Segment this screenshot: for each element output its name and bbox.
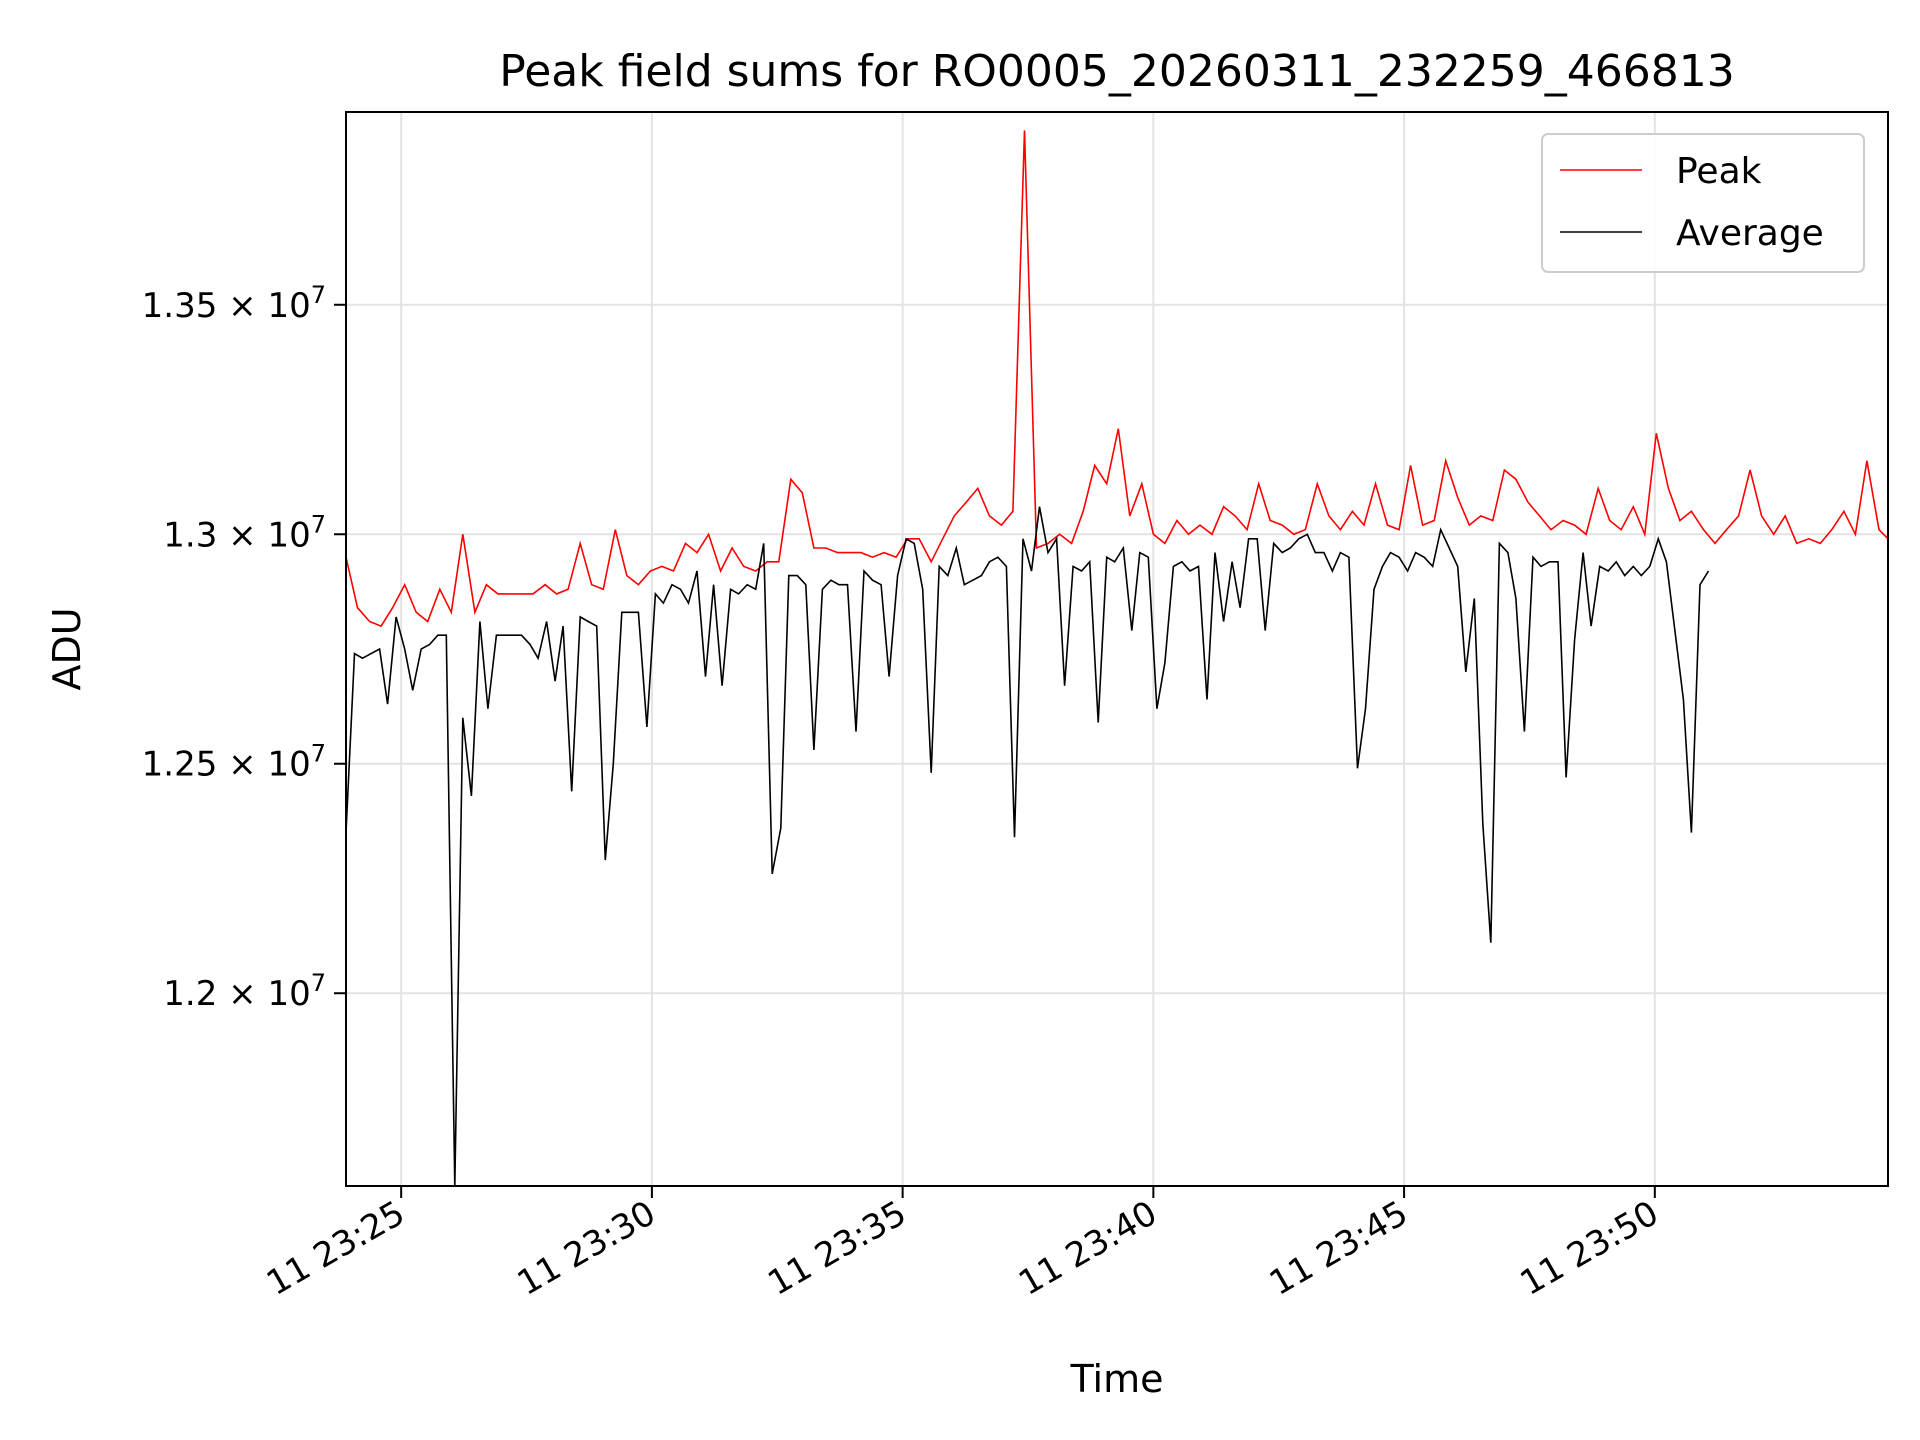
y-tick-label: 1.25 × 107: [142, 740, 326, 785]
plot-frame: [345, 111, 1889, 1187]
y-tick-mantissa: 1.35: [142, 286, 218, 326]
y-tick-exponent: 7: [311, 740, 326, 768]
x-tick-label: 11 23:30: [511, 1193, 663, 1304]
y-tick-base: 10: [267, 974, 310, 1014]
x-tick-label: 11 23:50: [1514, 1193, 1666, 1304]
series-line-peak: [346, 130, 1888, 628]
y-tick-exponent: 7: [311, 969, 326, 997]
series-line-average: [346, 506, 1710, 1186]
legend-label-peak: Peak: [1676, 151, 1762, 192]
grid-lines: [346, 112, 1888, 1186]
x-tick-label: 11 23:40: [1012, 1193, 1164, 1304]
series-lines: [346, 130, 1888, 1186]
y-tick-label: 1.35 × 107: [142, 281, 326, 326]
y-tick-mantissa: 1.25: [142, 745, 218, 785]
chart-title: Peak field sums for RO0005_20260311_2322…: [499, 46, 1735, 97]
x-tick-label: 11 23:35: [761, 1193, 913, 1304]
y-axis-label: ADU: [45, 607, 89, 690]
legend: Peak Average: [1541, 133, 1865, 273]
y-tick-exponent: 7: [311, 510, 326, 538]
y-tick-label: 1.2 × 107: [163, 969, 326, 1014]
legend-label-average: Average: [1676, 213, 1824, 254]
legend-box: [1541, 133, 1865, 273]
y-tick-base: 10: [267, 286, 310, 326]
y-tick-base: 10: [267, 515, 310, 555]
x-axis-label: Time: [1070, 1357, 1164, 1401]
y-tick-base: 10: [267, 745, 310, 785]
y-tick-exponent: 7: [311, 281, 326, 309]
y-tick-mantissa: 1.3: [163, 515, 217, 555]
x-tick-label: 11 23:45: [1263, 1193, 1415, 1304]
y-tick-mantissa: 1.2: [163, 974, 217, 1014]
x-tick-label: 11 23:25: [260, 1193, 412, 1304]
y-tick-label: 1.3 × 107: [163, 510, 326, 555]
